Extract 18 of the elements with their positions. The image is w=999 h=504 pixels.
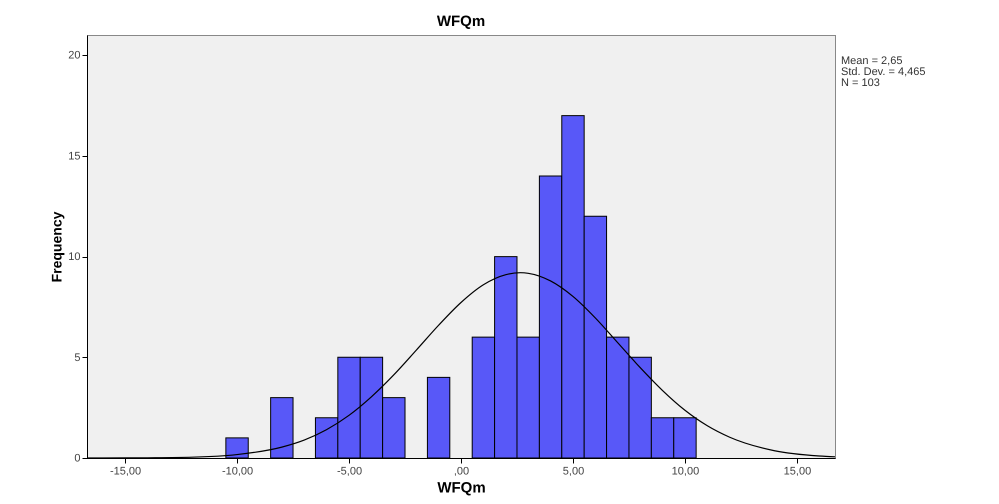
- x-tick-label: -15,00: [110, 466, 142, 478]
- text: Std. Dev. = 4,465: [841, 66, 926, 78]
- text: Mean = 2,65: [841, 55, 902, 67]
- x-tick-label: 10,00: [672, 466, 700, 478]
- x-axis-title: WFQm: [437, 480, 486, 496]
- x-tick-label: 5,00: [562, 466, 584, 478]
- y-tick-label: 0: [74, 452, 80, 464]
- x-tick-label: ,00: [454, 466, 470, 478]
- chart-title: WFQm: [436, 13, 486, 30]
- x-tick-label: -5,00: [336, 466, 362, 478]
- y-tick-label: 20: [68, 50, 80, 62]
- y-tick-label: 15: [68, 150, 80, 162]
- x-tick-label: 15,00: [784, 466, 812, 478]
- y-tick-label: 10: [68, 251, 80, 264]
- y-axis-title: Frequency: [48, 211, 64, 282]
- y-tick-label: 5: [74, 352, 80, 364]
- text: N = 103: [841, 77, 880, 89]
- x-tick-label: -10,00: [222, 466, 254, 478]
